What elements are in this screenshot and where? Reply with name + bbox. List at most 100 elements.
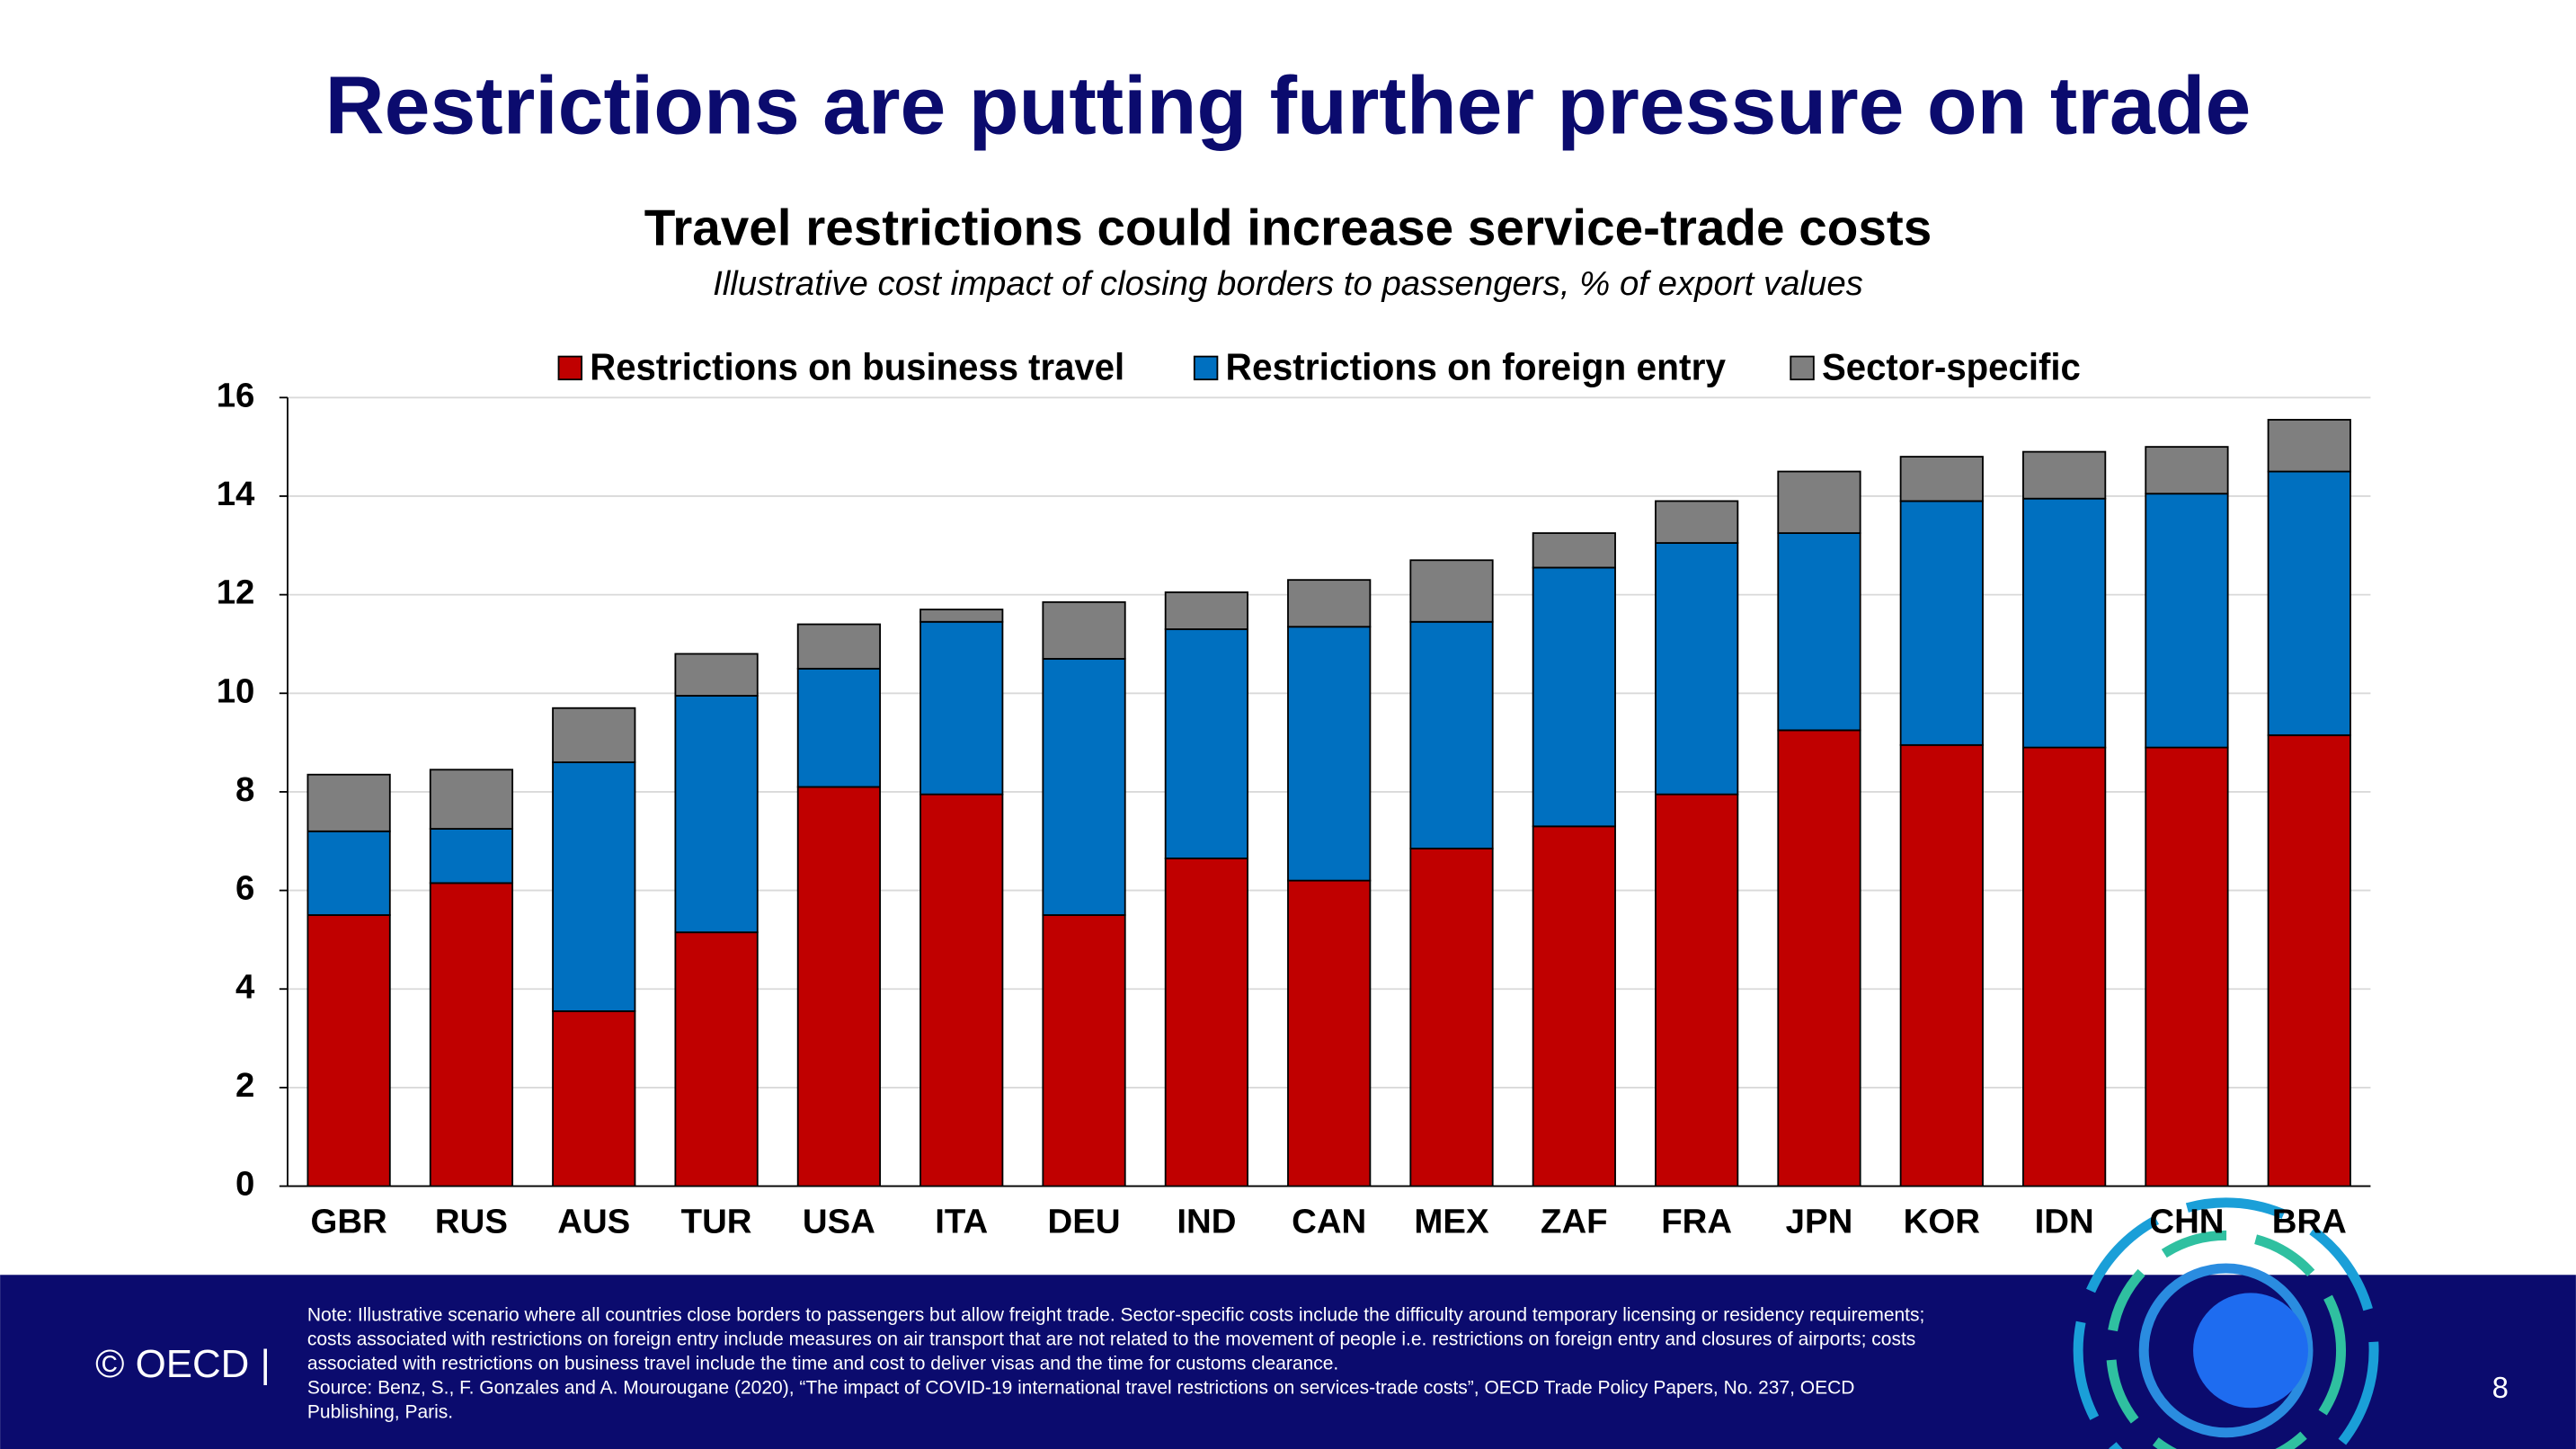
- bar-segment: [1042, 600, 1126, 660]
- bar-segment: [919, 609, 1004, 623]
- bar-segment: [1287, 879, 1372, 1187]
- x-tick-label: KOR: [1904, 1203, 1980, 1241]
- deco-disc: [2193, 1293, 2308, 1409]
- y-tick-label: 14: [217, 475, 255, 513]
- bar-segment: [1287, 626, 1372, 882]
- x-tick-label: FRA: [1661, 1203, 1732, 1241]
- bar-segment: [2267, 733, 2351, 1187]
- bar-segment: [2022, 450, 2107, 500]
- bar-segment: [552, 707, 636, 763]
- bar-segment: [1777, 532, 1861, 732]
- bar-segment: [1164, 591, 1248, 630]
- note-line: associated with restrictions on business…: [307, 1354, 1338, 1374]
- x-tick-label: GBR: [310, 1203, 386, 1241]
- y-tick-label: 12: [217, 573, 255, 612]
- bar-segment: [306, 914, 391, 1187]
- bar-segment: [2267, 419, 2351, 473]
- bar-segment: [2022, 746, 2107, 1187]
- bar-segment: [674, 695, 759, 934]
- x-tick-label: MEX: [1414, 1203, 1489, 1241]
- bar-segment: [1409, 620, 1494, 849]
- legend-label: Sector-specific: [1822, 345, 2081, 387]
- bar-segment: [1899, 500, 1984, 746]
- bar-segment: [796, 786, 882, 1187]
- x-tick-label: CAN: [1292, 1203, 1366, 1241]
- x-tick-label: TUR: [681, 1203, 752, 1241]
- legend-label: Restrictions on business travel: [590, 345, 1124, 387]
- bar-segment: [1777, 470, 1861, 534]
- legend-swatch: [1193, 355, 1219, 381]
- bar-segment: [1164, 628, 1248, 859]
- x-tick-label: AUS: [557, 1203, 630, 1241]
- bar-segment: [429, 769, 514, 830]
- y-tick-label: 4: [235, 967, 255, 1006]
- bar-segment: [919, 793, 1004, 1187]
- legend-swatch: [1790, 355, 1815, 381]
- bar-segment: [1164, 858, 1248, 1187]
- x-tick-label: IND: [1177, 1203, 1236, 1241]
- y-tick-label: 2: [235, 1066, 254, 1105]
- y-tick-label: 10: [217, 671, 255, 710]
- bar-segment: [1655, 793, 1739, 1187]
- bar-segment: [1532, 825, 1616, 1187]
- footer-notes: Note: Illustrative scenario where all co…: [307, 1305, 1924, 1423]
- chart-title: Travel restrictions could increase servi…: [644, 200, 1932, 257]
- slide-title: Restrictions are putting further pressur…: [325, 59, 2252, 151]
- bar-segment: [1777, 729, 1861, 1187]
- note-line: Publishing, Paris.: [307, 1402, 453, 1423]
- bar-segment: [1042, 657, 1126, 916]
- bar-segment: [796, 667, 882, 788]
- legend-swatch: [557, 355, 583, 381]
- bar-segment: [1409, 848, 1494, 1187]
- bar-segment: [306, 773, 391, 832]
- bar-segment: [2267, 470, 2351, 736]
- x-tick-label: ZAF: [1541, 1203, 1608, 1241]
- bar-segment: [1899, 456, 1984, 502]
- bar-segment: [2022, 497, 2107, 749]
- footer-decoration: [2073, 1197, 2379, 1449]
- bar-segment: [1042, 914, 1126, 1187]
- bar-segment: [674, 931, 759, 1187]
- bar-segment: [1899, 743, 1984, 1187]
- chart: 0 2 4 6 8 10 12 14 16 GBR RUS AUS TUR USA ITA DEU IND CAN…: [217, 345, 2371, 1241]
- x-tick-label: IDN: [2035, 1203, 2094, 1241]
- copyright: © OECD |: [95, 1342, 271, 1386]
- x-tick-label: BRA: [2272, 1203, 2347, 1241]
- x-tick-label: JPN: [1786, 1203, 1853, 1241]
- bar-segment: [1532, 566, 1616, 828]
- bar-segment: [552, 1010, 636, 1187]
- y-tick-label: 8: [235, 770, 254, 809]
- bar-segment: [796, 623, 882, 670]
- chart-subtitle: Illustrative cost impact of closing bord…: [713, 264, 1863, 303]
- legend-label: Restrictions on foreign entry: [1226, 345, 1727, 387]
- bar-segment: [552, 761, 636, 1012]
- note-line: Source: Benz, S., F. Gonzales and A. Mou…: [307, 1378, 1855, 1399]
- bar-segment: [1532, 532, 1616, 569]
- x-tick-label: DEU: [1048, 1203, 1121, 1241]
- bar-segment: [306, 830, 391, 916]
- bar-segment: [1655, 500, 1739, 544]
- note-line: Note: Illustrative scenario where all co…: [307, 1305, 1924, 1326]
- y-tick-label: 0: [235, 1165, 254, 1204]
- page-number: 8: [2492, 1371, 2509, 1404]
- bar-segment: [919, 620, 1004, 796]
- x-tick-label: CHN: [2149, 1203, 2224, 1241]
- x-tick-label: USA: [803, 1203, 875, 1241]
- y-tick-label: 6: [235, 869, 254, 908]
- bar-segment: [1409, 559, 1494, 623]
- bar-segment: [1655, 542, 1739, 796]
- deco-ring: [2073, 1197, 2379, 1449]
- note-line: costs associated with restrictions on fo…: [307, 1329, 1915, 1350]
- bar-segment: [674, 653, 759, 697]
- deco-ring: [2106, 1230, 2346, 1449]
- bar-segment: [429, 828, 514, 885]
- bar-segment: [2145, 493, 2229, 749]
- bar-segment: [2145, 746, 2229, 1187]
- bar-segment: [2145, 446, 2229, 495]
- y-tick-label: 16: [217, 376, 255, 414]
- x-tick-label: RUS: [435, 1203, 508, 1241]
- bar-segment: [1287, 579, 1372, 628]
- bar-segment: [429, 882, 514, 1187]
- x-tick-label: ITA: [935, 1203, 988, 1241]
